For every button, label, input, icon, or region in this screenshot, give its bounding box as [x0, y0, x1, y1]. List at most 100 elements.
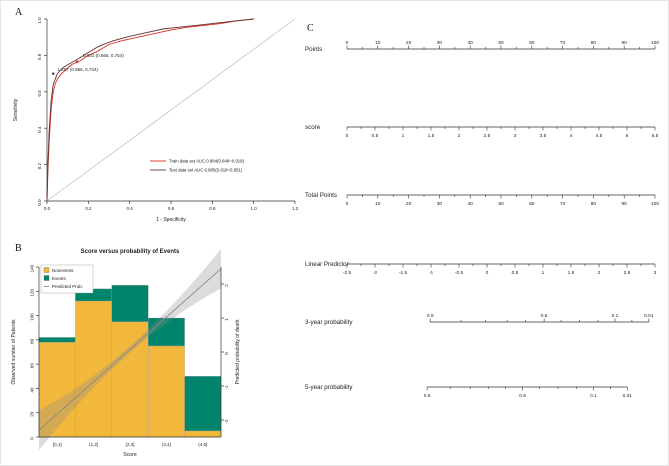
bar-nonevents: [148, 345, 185, 438]
svg-text:0.8: 0.8: [209, 206, 216, 211]
cal-stacked-bars: [38, 285, 222, 438]
svg-text:0.6: 0.6: [168, 206, 175, 211]
svg-text:(3,4]: (3,4]: [162, 442, 171, 447]
svg-text:100: 100: [651, 40, 659, 46]
svg-text:(2,3]: (2,3]: [125, 442, 134, 447]
svg-text:1: 1: [224, 318, 229, 321]
roc-curve-panel: 0.0 0.2 0.4 0.6 0.8 1.0 1.2 0.0 0.2 0.4 0.6 0.8 1.0 1…: [13, 17, 299, 223]
svg-text:2: 2: [224, 284, 229, 287]
svg-text:100: 100: [30, 313, 35, 321]
svg-text:0.1: 0.1: [612, 313, 619, 319]
roc-xlabel: 1 - Specificity: [156, 217, 186, 223]
svg-text:80: 80: [591, 40, 597, 46]
nomogram-row-label: Total Points: [305, 192, 337, 199]
svg-text:0.0: 0.0: [44, 206, 51, 211]
svg-text:1.5: 1.5: [568, 270, 575, 276]
svg-text:1.0: 1.0: [37, 17, 42, 24]
svg-text:-2.5: -2.5: [343, 270, 352, 276]
svg-text:0.6: 0.6: [37, 90, 42, 97]
svg-text:0: 0: [346, 133, 349, 139]
nomogram-row-total-points: Total Points 0 10 20 30 40 50 60 70 80 90 100: [305, 192, 659, 207]
svg-text:Events: Events: [52, 276, 67, 281]
svg-text:50: 50: [498, 40, 504, 46]
nomogram-row-3-year-probability: 3-year probability 0.9 0.5 0.1 0.01: [305, 313, 654, 326]
svg-text:2: 2: [598, 270, 601, 276]
svg-text:-1.5: -1.5: [399, 270, 408, 276]
panel-c-label: C: [307, 23, 314, 34]
svg-text:90: 90: [622, 201, 628, 207]
svg-text:-1: -1: [224, 385, 229, 389]
svg-text:0: 0: [486, 270, 489, 276]
nomogram-row-label: score: [305, 124, 321, 131]
svg-text:0.01: 0.01: [623, 393, 633, 399]
svg-text:30: 30: [437, 40, 443, 46]
svg-text:0.5: 0.5: [512, 270, 519, 276]
svg-text:1.2: 1.2: [292, 206, 299, 211]
svg-text:0.0: 0.0: [37, 199, 42, 206]
cal-predicted-line: [38, 268, 222, 431]
roc-curve-test: [46, 18, 254, 202]
cal-legend: Nonevents Events Predicted Prob.: [40, 264, 94, 294]
bar-nonevents: [111, 321, 149, 438]
panel-a-label: A: [15, 7, 23, 18]
nomogram-row-linear-predictor: Linear Predictor -2.5 -2 -1.5 -1 -0.5 0 0.5 1 1.5…: [305, 261, 657, 276]
svg-text:0: 0: [224, 352, 229, 355]
svg-text:60: 60: [529, 201, 535, 207]
svg-text:0.5: 0.5: [541, 313, 548, 319]
svg-text:-2: -2: [373, 270, 378, 276]
cal-xlabel: Score: [123, 452, 137, 458]
svg-text:Test data set AUC:0.885(0.818~: Test data set AUC:0.885(0.818~0.951): [169, 168, 243, 173]
svg-text:[0,1]: [0,1]: [53, 442, 62, 447]
svg-text:50: 50: [498, 201, 504, 207]
svg-text:3: 3: [654, 270, 657, 276]
svg-text:2.5: 2.5: [624, 270, 631, 276]
svg-text:0.9: 0.9: [427, 313, 434, 319]
cal-axis-labels: 0 20 40 60 80 100 120 140 -2 -1 0 1 2 [0,1] (1,2] (2,3]…: [11, 264, 241, 458]
svg-text:40: 40: [468, 201, 474, 207]
svg-text:10: 10: [375, 201, 381, 207]
svg-text:4.5: 4.5: [596, 133, 603, 139]
svg-text:20: 20: [406, 40, 412, 46]
svg-text:-2: -2: [224, 419, 229, 423]
svg-text:80: 80: [591, 201, 597, 207]
roc-reference-diagonal: [46, 18, 296, 202]
svg-text:60: 60: [529, 40, 535, 46]
svg-text:0.4: 0.4: [127, 206, 134, 211]
svg-text:Predicted Prob.: Predicted Prob.: [52, 284, 83, 289]
svg-text:3.5: 3.5: [540, 133, 547, 139]
svg-text:30: 30: [437, 201, 443, 207]
svg-text:0.2: 0.2: [85, 206, 92, 211]
svg-text:-1: -1: [429, 270, 434, 276]
svg-text:80: 80: [30, 338, 35, 344]
bar-events: [38, 337, 76, 343]
nomogram-row-label: 5-year probability: [305, 384, 353, 391]
svg-text:0.01: 0.01: [644, 313, 654, 319]
roc-axes: [44, 18, 296, 204]
roc-ylabel: Sensitivity: [13, 98, 19, 121]
svg-text:0.5: 0.5: [519, 393, 526, 399]
svg-text:40: 40: [468, 40, 474, 46]
panel-b-label: B: [15, 243, 22, 254]
bar-nonevents: [184, 430, 222, 438]
svg-text:0.2: 0.2: [37, 162, 42, 169]
svg-text:-0.5: -0.5: [455, 270, 464, 276]
svg-text:20: 20: [406, 201, 412, 207]
svg-text:3: 3: [514, 133, 517, 139]
svg-text:120: 120: [30, 289, 35, 297]
svg-text:100: 100: [651, 201, 659, 207]
nomogram-row-label: 3-year probability: [305, 319, 353, 326]
svg-text:1: 1: [402, 133, 405, 139]
bar-events: [148, 317, 185, 347]
svg-text:90: 90: [622, 40, 628, 46]
svg-text:Score versus probability of Ev: Score versus probability of Events: [81, 249, 180, 255]
svg-text:70: 70: [560, 40, 566, 46]
svg-text:Train data set AUC:0.884(0.849: Train data set AUC:0.884(0.849~0.919): [169, 159, 245, 164]
svg-text:0.1: 0.1: [590, 393, 597, 399]
cal-ylabel-left: Observed number of Patients: [11, 319, 17, 385]
svg-text:2: 2: [458, 133, 461, 139]
svg-text:2.5: 2.5: [484, 133, 491, 139]
svg-text:5: 5: [626, 133, 629, 139]
nomogram-row-points: Points 0 10 20 30 40 50 60 70 80 90 100: [305, 40, 659, 53]
